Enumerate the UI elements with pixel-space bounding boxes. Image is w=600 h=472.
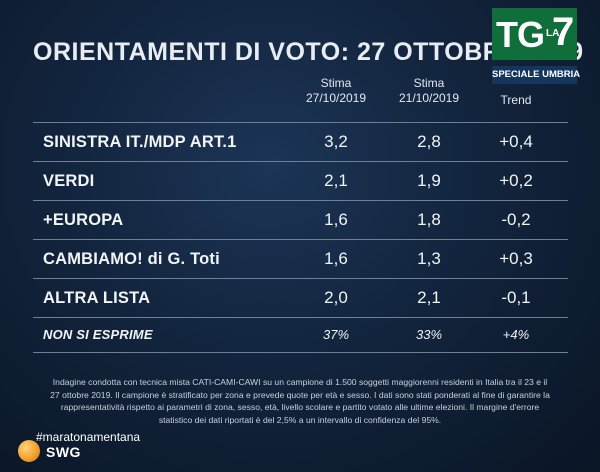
logo-la-text: LA xyxy=(546,28,560,39)
party-name: SINISTRA IT./MDP ART.1 xyxy=(43,133,237,151)
table-row: +EUROPA 1,6 1,8 -0,2 xyxy=(33,200,568,239)
party-name: ALTRA LISTA xyxy=(43,289,151,307)
previous-estimate: 1,3 xyxy=(417,249,441,268)
party-name: VERDI xyxy=(43,172,95,190)
column-header-current: Stima 27/10/2019 xyxy=(296,76,376,106)
page-title: ORIENTAMENTI DI VOTO: 27 OTTOBRE 2019 xyxy=(33,38,584,66)
table-row: ALTRA LISTA 2,0 2,1 -0,1 xyxy=(33,278,568,317)
previous-estimate: 1,9 xyxy=(417,171,441,190)
current-estimate: 2,1 xyxy=(324,171,348,190)
column-header-previous: Stima 21/10/2019 xyxy=(389,76,469,106)
previous-estimate: 2,1 xyxy=(417,288,441,307)
current-estimate: 37% xyxy=(322,327,350,342)
column-header-trend: Trend xyxy=(500,93,532,107)
tg-la7-logo: TG LA 7 SPECIALE UMBRIA xyxy=(492,8,580,88)
table-row: VERDI 2,1 1,9 +0,2 xyxy=(33,161,568,200)
current-estimate: 1,6 xyxy=(324,249,348,268)
trend-value: +0,2 xyxy=(499,171,533,190)
swg-logo-text: SWG xyxy=(46,444,81,460)
column-header-current-date: 27/10/2019 xyxy=(305,91,367,105)
logo-green-block: TG LA 7 xyxy=(492,8,577,60)
current-estimate: 1,6 xyxy=(324,210,348,229)
column-header-current-label: Stima xyxy=(320,76,352,90)
party-name: +EUROPA xyxy=(43,211,124,229)
logo-seven-text: 7 xyxy=(552,10,575,54)
previous-estimate: 2,8 xyxy=(417,132,441,151)
previous-estimate: 1,8 xyxy=(417,210,441,229)
column-header-previous-date: 21/10/2019 xyxy=(398,91,460,105)
party-name: NON SI ESPRIME xyxy=(43,327,153,342)
hashtag: #maratonamentana xyxy=(36,430,141,444)
table-row-no-answer: NON SI ESPRIME 37% 33% +4% xyxy=(33,317,568,353)
logo-subtitle: SPECIALE UMBRIA xyxy=(492,66,580,84)
methodology-footnote: Indagine condotta con tecnica mista CATI… xyxy=(50,377,550,425)
logo-tg-text: TG xyxy=(496,14,545,55)
table-row: CAMBIAMO! di G. Toti 1,6 1,3 +0,3 xyxy=(33,239,568,278)
swg-ball-icon xyxy=(18,440,40,462)
trend-value: -0,2 xyxy=(501,210,531,229)
column-header-previous-label: Stima xyxy=(413,76,445,90)
trend-value: -0,1 xyxy=(501,288,531,307)
party-name: CAMBIAMO! di G. Toti xyxy=(43,250,220,268)
table-row: SINISTRA IT./MDP ART.1 3,2 2,8 +0,4 xyxy=(33,122,568,161)
trend-value: +0,4 xyxy=(499,132,533,151)
current-estimate: 2,0 xyxy=(324,288,348,307)
current-estimate: 3,2 xyxy=(324,132,348,151)
trend-value: +0,3 xyxy=(499,249,533,268)
trend-value: +4% xyxy=(502,327,530,342)
previous-estimate: 33% xyxy=(415,327,443,342)
branding: #maratonamentana SWG xyxy=(14,430,164,466)
results-table: SINISTRA IT./MDP ART.1 3,2 2,8 +0,4 VERD… xyxy=(33,122,568,353)
